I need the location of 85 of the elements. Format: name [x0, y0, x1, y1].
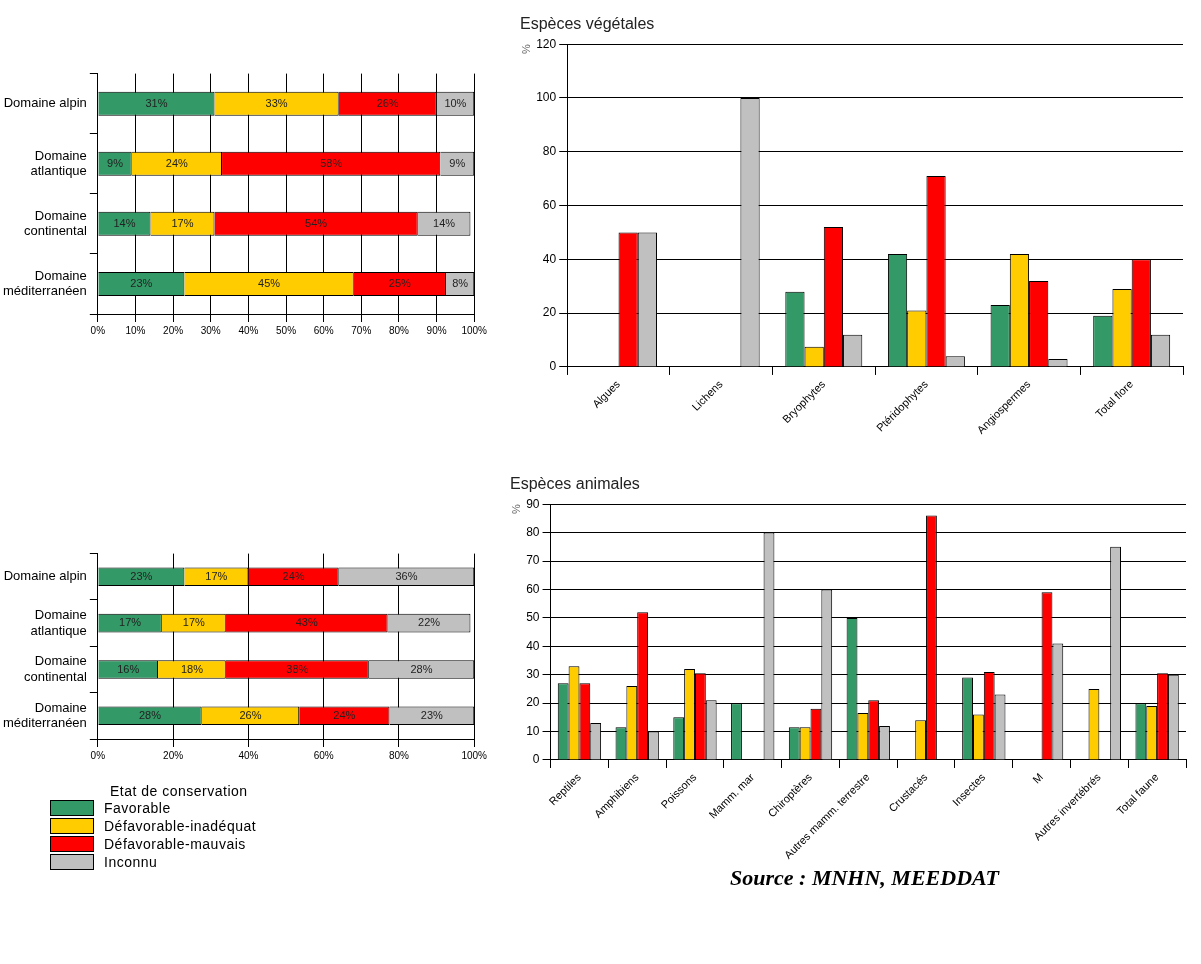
y-tick-label: 40 [542, 251, 557, 266]
y-tick-label: 60 [542, 197, 557, 212]
y-tick-label: Domaine continental [23, 653, 87, 684]
y-tick-label: 30 [526, 667, 540, 682]
data-label: 24% [282, 569, 305, 582]
x-tick-label: 40% [238, 324, 259, 336]
y-tick-label: 80 [526, 524, 540, 539]
x-tick-label: M [1030, 770, 1046, 786]
y-tick-label: 90 [526, 496, 540, 511]
data-label: 28% [139, 708, 162, 721]
chart-title: Espèces végétales [520, 15, 655, 33]
legend-label: Favorable [104, 800, 171, 816]
y-tick-label: Domaine méditerranéen [3, 699, 87, 731]
x-tick-label: 60% [313, 324, 334, 336]
data-label: 58% [320, 156, 343, 169]
y-tick-label: 0 [532, 752, 540, 767]
data-label: 23% [420, 708, 444, 721]
data-label: 43% [295, 616, 318, 629]
data-label: 33% [265, 96, 288, 109]
x-tick-label: 80% [388, 324, 410, 336]
x-tick-label: 40% [238, 749, 259, 761]
y-tick-label: 50 [526, 610, 540, 625]
y-axis-title: % [519, 43, 532, 54]
y-tick-label: 10 [526, 723, 540, 738]
legend-label: Défavorable-mauvais [104, 836, 246, 852]
y-tick-label: 0 [549, 359, 557, 374]
x-tick-label: 0% [90, 324, 106, 336]
y-tick-label: 120 [536, 36, 557, 51]
data-label: 23% [130, 276, 153, 289]
x-tick-label: 60% [313, 749, 334, 761]
x-tick-label: 80% [388, 749, 410, 761]
y-tick-label: 70 [526, 553, 540, 568]
x-tick-label: 100% [461, 324, 488, 336]
y-tick-label: Domaine atlantique [30, 147, 87, 179]
data-label: 26% [239, 708, 262, 721]
data-label: 22% [418, 616, 441, 629]
y-tick-label: Domaine continental [23, 207, 87, 239]
x-tick-label: 0% [90, 749, 106, 761]
data-label: 45% [258, 276, 281, 289]
y-tick-label: Domaine alpin [3, 95, 87, 111]
data-label: 18% [180, 662, 204, 675]
chart-title: Espèces animales [510, 475, 640, 493]
data-label: 31% [145, 96, 168, 109]
legend-label: Défavorable-inadéquat [104, 818, 257, 834]
data-label: 24% [333, 708, 356, 721]
data-label: 23% [130, 569, 153, 582]
data-label: 16% [117, 662, 140, 675]
y-tick-label: 20 [526, 695, 540, 710]
data-label: 17% [205, 569, 228, 582]
data-label: 14% [433, 216, 456, 229]
y-tick-label: 80 [542, 144, 557, 159]
legend-label: Inconnu [104, 854, 158, 870]
data-label: 54% [305, 216, 328, 229]
source-note: Source : MNHN, MEEDDAT [730, 865, 1001, 891]
data-label: 36% [395, 569, 418, 582]
data-label: 25% [388, 276, 412, 289]
x-tick-label: 50% [276, 324, 297, 336]
x-tick-label: 70% [351, 324, 372, 336]
y-tick-label: Domaine atlantique [30, 606, 87, 638]
x-tick-label: 30% [200, 324, 221, 336]
data-label: 14% [113, 216, 136, 229]
data-label: 24% [165, 156, 189, 169]
y-axis-title: % [509, 503, 522, 514]
data-label: 9% [449, 156, 466, 169]
x-tick-label: 100% [461, 749, 488, 761]
data-label: 26% [376, 96, 399, 109]
data-label: 17% [182, 616, 206, 629]
x-tick-label: 20% [163, 324, 184, 336]
x-tick-label: 20% [163, 749, 184, 761]
data-label: 10% [444, 96, 467, 109]
y-tick-label: 40 [526, 638, 540, 653]
legend-title: Etat de conservation [110, 783, 249, 799]
data-label: 9% [107, 156, 124, 169]
y-tick-label: 20 [542, 305, 557, 320]
y-tick-label: 60 [526, 581, 540, 596]
data-label: 8% [452, 276, 469, 289]
y-tick-label: Domaine méditerranéen [3, 267, 87, 299]
data-label: 28% [410, 662, 433, 675]
data-label: 17% [119, 616, 142, 629]
data-label: 17% [171, 216, 194, 229]
data-label: 38% [286, 662, 309, 675]
y-tick-label: 100 [536, 90, 557, 105]
x-tick-label: 10% [125, 324, 146, 336]
y-tick-label: Domaine alpin [3, 568, 87, 584]
x-tick-label: 90% [426, 324, 447, 336]
